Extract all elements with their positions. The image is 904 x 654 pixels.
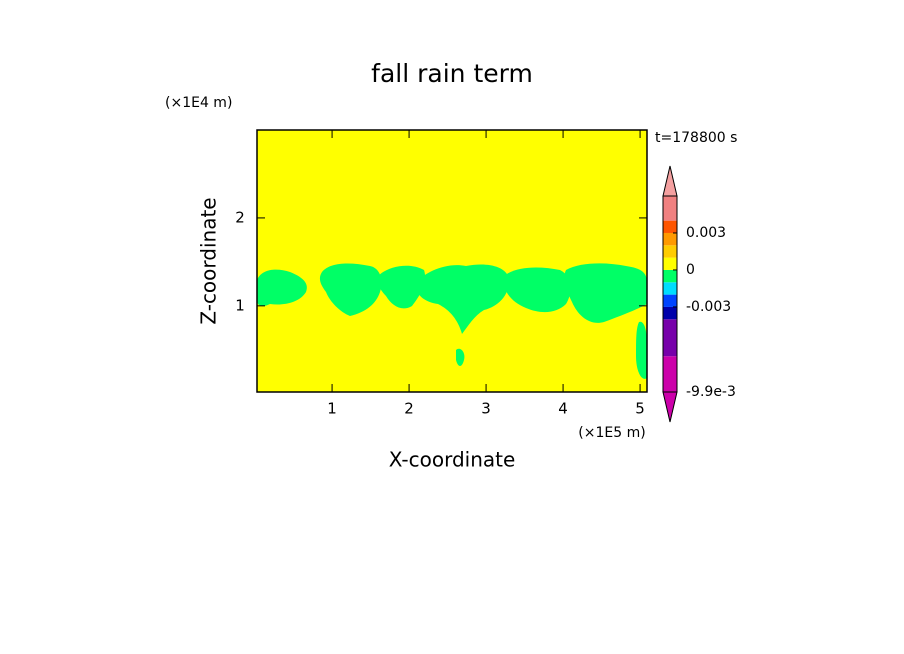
colorbar-frame bbox=[662, 195, 678, 393]
rain-patch bbox=[319, 263, 382, 316]
rain-patch bbox=[415, 264, 509, 334]
colorbar-band bbox=[663, 245, 677, 258]
rain-patch bbox=[456, 348, 465, 366]
colorbar-band bbox=[663, 196, 677, 221]
plot-frame bbox=[256, 129, 648, 393]
colorbar-band bbox=[663, 294, 677, 307]
time-label: t=178800 s bbox=[655, 130, 737, 146]
x-tick-label: 1 bbox=[327, 400, 337, 418]
x-tick-label: 3 bbox=[481, 400, 491, 418]
y-unit: (×1E4 m) bbox=[165, 95, 232, 111]
colorbar-tick-label: 0.003 bbox=[686, 225, 726, 241]
colorbar-band bbox=[663, 269, 677, 283]
x-tick-label: 2 bbox=[404, 400, 414, 418]
rain-patch bbox=[503, 267, 571, 313]
colorbar-tick-label: -0.003 bbox=[686, 299, 731, 315]
colorbar-tick-label: -9.9e-3 bbox=[686, 384, 736, 400]
y-axis-label: Z-coordinate bbox=[197, 197, 221, 324]
colorbar-band bbox=[663, 232, 677, 246]
rain-patch bbox=[377, 265, 426, 309]
colorbar-band bbox=[663, 319, 677, 357]
x-axis-label: X-coordinate bbox=[389, 448, 516, 472]
colorbar-band bbox=[663, 257, 677, 270]
y-tick-label: 1 bbox=[235, 296, 245, 314]
x-tick-label: 4 bbox=[558, 400, 568, 418]
colorbar-band bbox=[663, 220, 677, 233]
field-background bbox=[257, 130, 647, 392]
chart-title: fall rain term bbox=[371, 59, 533, 88]
x-tick-label: 5 bbox=[635, 400, 645, 418]
rain-patch bbox=[257, 269, 307, 307]
rain-patch bbox=[564, 263, 647, 323]
colorbar-band bbox=[663, 282, 677, 295]
rain-patch bbox=[636, 321, 647, 379]
x-unit: (×1E5 m) bbox=[578, 425, 645, 441]
colorbar-band bbox=[663, 306, 677, 320]
y-tick-label: 2 bbox=[235, 208, 245, 226]
colorbar-tick-label: 0 bbox=[686, 262, 695, 278]
colorbar-band bbox=[663, 356, 677, 392]
